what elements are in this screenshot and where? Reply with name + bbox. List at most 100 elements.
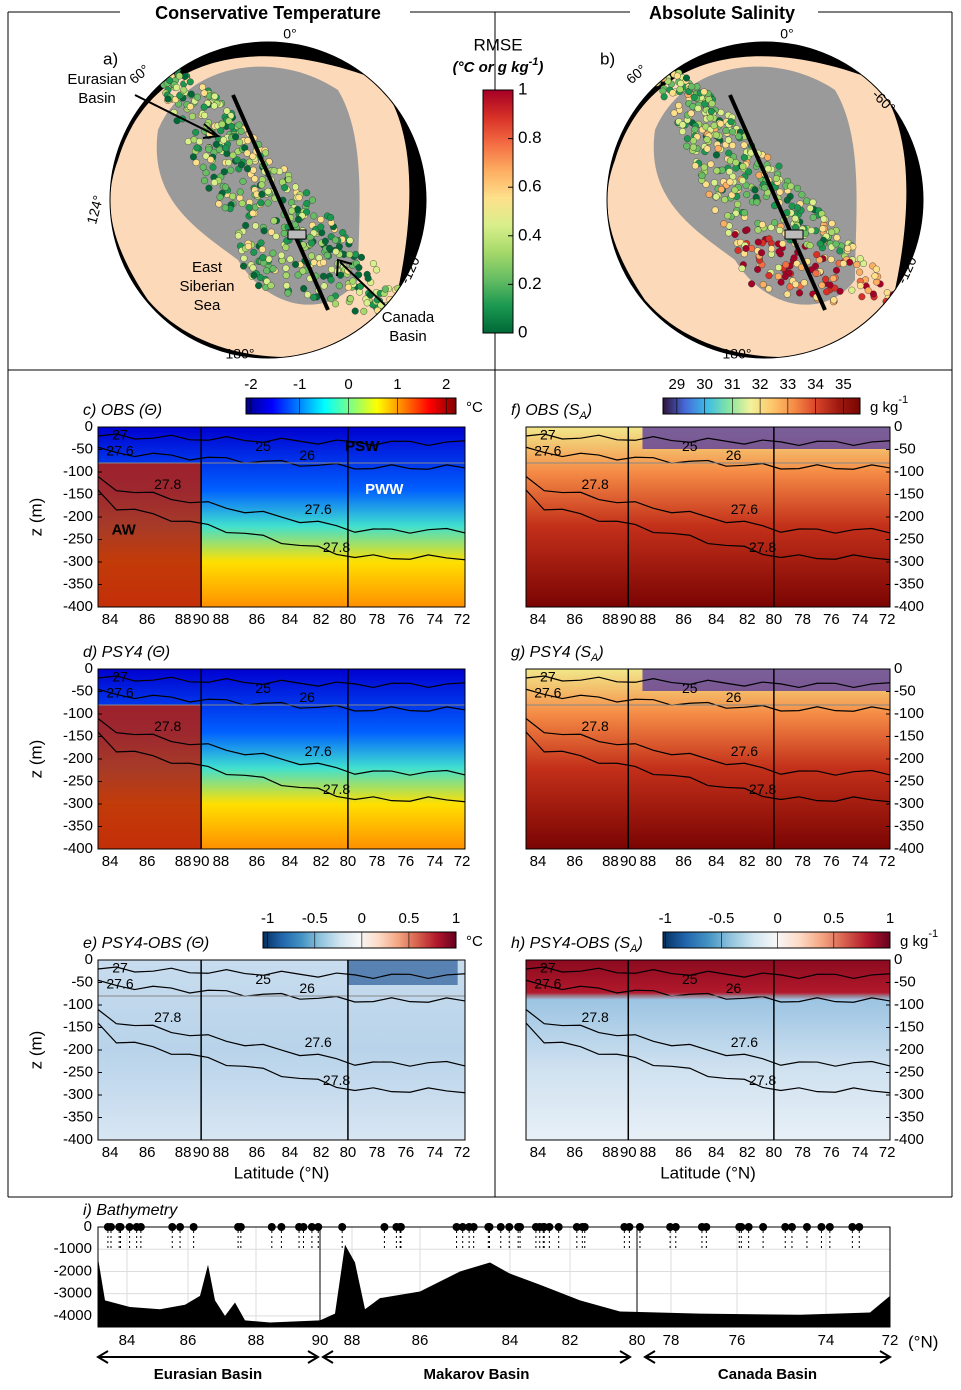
colorbar-tick-label: 2 [442, 376, 450, 393]
station [531, 1223, 540, 1231]
x-tick-label: 88 [175, 611, 192, 628]
track-dot [734, 200, 742, 208]
contour-label: 25 [255, 971, 271, 987]
colorbar-tick-label: 1 [393, 376, 401, 393]
x-tick-label: 72 [879, 611, 896, 628]
track-dot [921, 314, 923, 322]
contour-label: 27.8 [154, 1009, 181, 1025]
track-dot [771, 219, 779, 227]
x-tick-label: 88 [602, 611, 619, 628]
panel-label: a) [103, 49, 118, 68]
x-tick-label: 90 [193, 853, 210, 870]
colorbar-tick-label: 29 [669, 376, 686, 393]
track-dot [657, 68, 665, 76]
contour-label: 27.6 [305, 743, 332, 759]
x-tick-label: 90 [193, 611, 210, 628]
track-dot [844, 244, 852, 252]
x-tick-label: 72 [879, 853, 896, 870]
track-dot [675, 102, 683, 110]
track-dot [826, 281, 834, 289]
title-text: g) PSY4 (S [511, 644, 591, 661]
station [625, 1223, 634, 1231]
track-dot [201, 177, 209, 185]
track-dot [153, 67, 161, 75]
track-dot [349, 277, 357, 285]
track-dot [215, 200, 223, 208]
track-dot [836, 287, 844, 295]
track-dot [839, 260, 847, 268]
x-tick-label: 84 [282, 1144, 299, 1161]
track-dot [189, 153, 197, 161]
unit-text: g kg [870, 399, 898, 416]
colorbar-tick-label: 0 [358, 910, 366, 927]
track-dot [812, 269, 820, 277]
track-dot [647, 64, 655, 72]
track-dot [263, 267, 271, 275]
x-tick-label: 74 [852, 853, 869, 870]
x-tick-label: 76 [823, 853, 840, 870]
map-annotation: Sea [194, 297, 221, 314]
contour-label: 27.8 [154, 718, 181, 734]
track-dot [818, 281, 826, 289]
track-dot [807, 226, 815, 234]
track-dot [748, 280, 756, 288]
x-tick-label: 84 [282, 611, 299, 628]
track-dot [724, 212, 732, 220]
x-tick-label: 86 [180, 1332, 197, 1349]
y-tick-label: -300 [894, 795, 924, 812]
header: Conservative Temperature [155, 3, 381, 23]
contour-label: 27.6 [731, 501, 758, 517]
track-dot [199, 163, 207, 171]
track-dot [722, 127, 730, 135]
water-mass-label: PSW [345, 438, 380, 455]
track-dot [394, 298, 402, 306]
contour-line [525, 1022, 891, 1094]
colorbar [262, 931, 457, 949]
colorbar-title: RMSE [473, 35, 522, 54]
degree-label: 60° [126, 61, 153, 87]
track-dot [652, 73, 660, 81]
y-tick-label: -250 [63, 1063, 93, 1080]
track-dot [202, 152, 210, 160]
x-tick-label: 88 [213, 611, 230, 628]
track-dot [765, 272, 773, 280]
station [516, 1223, 525, 1231]
title-text: ) [585, 402, 592, 419]
track-dot [355, 271, 363, 279]
x-tick-label: 88 [175, 1144, 192, 1161]
station [485, 1223, 494, 1231]
track-dot [905, 315, 913, 323]
track-dot [217, 127, 225, 135]
map-annotation: Canada [382, 309, 435, 326]
track-dot [739, 177, 747, 185]
track-dot [809, 198, 817, 206]
track-dot [155, 56, 163, 64]
y-tick-label: -250 [894, 772, 924, 789]
x-tick-label: 78 [369, 853, 386, 870]
track-dot [879, 312, 887, 320]
y-tick-label: -150 [63, 485, 93, 502]
track-dot [703, 136, 711, 144]
track-dot [281, 184, 289, 192]
track-dot [823, 288, 831, 296]
contour-line [97, 433, 466, 447]
station [189, 1223, 198, 1231]
panel-title: h) PSY4-OBS (SA) [511, 935, 643, 955]
colorbar [482, 89, 514, 334]
station [380, 1223, 389, 1231]
x-tick-label: 88 [602, 853, 619, 870]
track-dot [264, 187, 272, 195]
track-dot [211, 92, 219, 100]
track-dot [173, 83, 181, 91]
track-dot [193, 93, 201, 101]
track-dot [800, 279, 808, 287]
y-tick-label: -100 [63, 463, 93, 480]
track-dot [143, 46, 151, 54]
colorbar-tick-label: -0.5 [709, 910, 735, 927]
contour-label: 27.6 [305, 1034, 332, 1050]
surface-anomaly [347, 960, 458, 985]
degree-label: 180° [226, 346, 255, 362]
x-tick-label: 86 [139, 611, 156, 628]
track-dot [187, 90, 195, 98]
track-dot [820, 215, 828, 223]
